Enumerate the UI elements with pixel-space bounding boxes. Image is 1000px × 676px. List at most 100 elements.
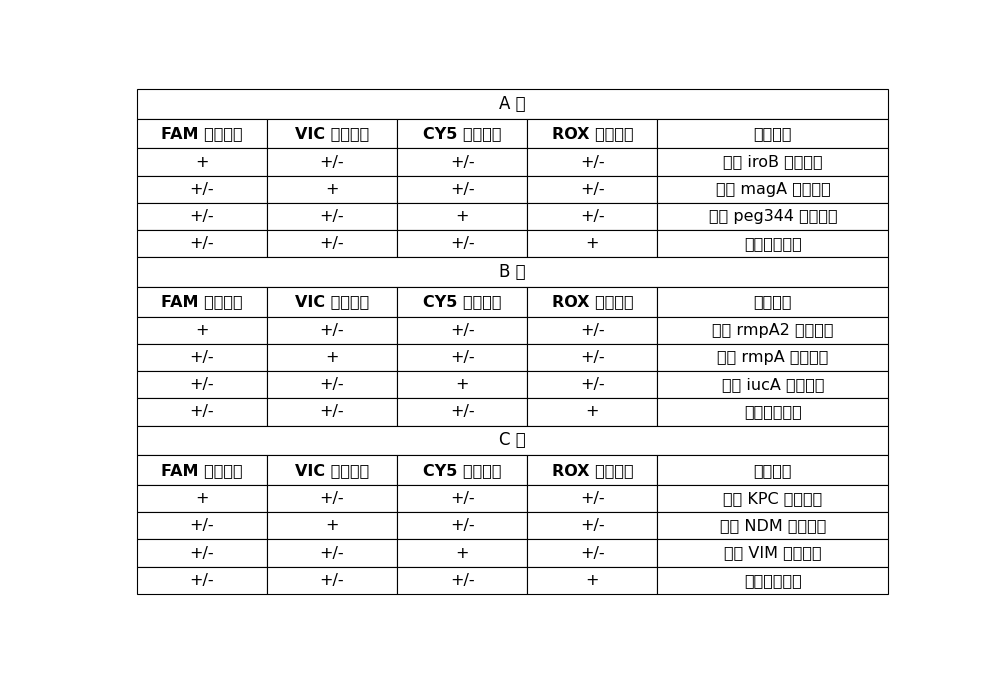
Bar <box>527 485 657 512</box>
Text: +/-: +/- <box>580 491 605 506</box>
Text: +: + <box>455 377 469 392</box>
Text: 结果判定: 结果判定 <box>754 462 792 478</box>
Bar <box>267 398 397 425</box>
Text: +/-: +/- <box>189 404 214 419</box>
Text: ROX 检测通道: ROX 检测通道 <box>552 126 633 141</box>
Bar <box>657 119 888 149</box>
Text: +/-: +/- <box>320 377 344 392</box>
Text: +/-: +/- <box>450 182 474 197</box>
Text: +: + <box>195 491 208 506</box>
Bar <box>527 344 657 371</box>
Bar <box>137 512 267 539</box>
Bar <box>657 485 888 512</box>
Text: VIC 检测通道: VIC 检测通道 <box>295 294 369 310</box>
Bar <box>657 371 888 398</box>
Bar <box>527 287 657 317</box>
Text: 结果判定: 结果判定 <box>754 126 792 141</box>
Text: +: + <box>586 573 599 587</box>
Bar <box>137 539 267 566</box>
Bar <box>397 566 527 594</box>
Text: 携带 rmpA2 毒力因子: 携带 rmpA2 毒力因子 <box>712 323 834 338</box>
Text: +/-: +/- <box>450 404 474 419</box>
Bar <box>397 287 527 317</box>
Text: C 管: C 管 <box>499 431 526 450</box>
Bar <box>657 230 888 258</box>
Bar <box>657 176 888 203</box>
Text: ROX 检测通道: ROX 检测通道 <box>552 294 633 310</box>
Text: +/-: +/- <box>450 236 474 251</box>
Text: FAM 检测通道: FAM 检测通道 <box>161 126 243 141</box>
Text: +/-: +/- <box>450 518 474 533</box>
Bar <box>397 512 527 539</box>
Text: +: + <box>325 182 339 197</box>
Text: +/-: +/- <box>580 518 605 533</box>
Text: +: + <box>455 546 469 560</box>
Bar <box>397 176 527 203</box>
Text: FAM 检测通道: FAM 检测通道 <box>161 462 243 478</box>
Text: CY5 检测通道: CY5 检测通道 <box>423 462 501 478</box>
Text: +/-: +/- <box>580 546 605 560</box>
Text: +/-: +/- <box>320 404 344 419</box>
Text: 携带 magA 毒力因子: 携带 magA 毒力因子 <box>716 182 830 197</box>
Bar <box>527 176 657 203</box>
Text: 携带 VIM 耐药基因: 携带 VIM 耐药基因 <box>724 546 822 560</box>
Bar <box>397 119 527 149</box>
Bar <box>267 566 397 594</box>
Bar <box>657 203 888 230</box>
Text: FAM 检测通道: FAM 检测通道 <box>161 294 243 310</box>
Text: +: + <box>325 350 339 365</box>
Bar <box>657 539 888 566</box>
Bar <box>657 456 888 485</box>
Bar <box>527 230 657 258</box>
Text: +/-: +/- <box>580 323 605 338</box>
Text: +/-: +/- <box>320 546 344 560</box>
Text: B 管: B 管 <box>499 263 526 281</box>
Text: +/-: +/- <box>189 236 214 251</box>
Bar <box>137 456 267 485</box>
Bar <box>137 149 267 176</box>
Bar <box>397 539 527 566</box>
Bar <box>657 512 888 539</box>
Bar <box>267 203 397 230</box>
Bar <box>527 149 657 176</box>
Text: +/-: +/- <box>320 573 344 587</box>
Bar <box>397 371 527 398</box>
Bar <box>137 119 267 149</box>
Text: +: + <box>325 518 339 533</box>
Text: +/-: +/- <box>320 209 344 224</box>
Text: 携带 KPC 耐药基因: 携带 KPC 耐药基因 <box>723 491 823 506</box>
Bar <box>137 425 888 456</box>
Bar <box>527 398 657 425</box>
Bar <box>527 371 657 398</box>
Bar <box>527 203 657 230</box>
Bar <box>527 512 657 539</box>
Bar <box>397 344 527 371</box>
Text: 肺炎克雷伯菌: 肺炎克雷伯菌 <box>744 573 802 587</box>
Text: CY5 检测通道: CY5 检测通道 <box>423 126 501 141</box>
Bar <box>397 149 527 176</box>
Bar <box>527 456 657 485</box>
Bar <box>137 230 267 258</box>
Text: 携带 rmpA 毒力因子: 携带 rmpA 毒力因子 <box>717 350 829 365</box>
Text: 结果判定: 结果判定 <box>754 294 792 310</box>
Bar <box>137 566 267 594</box>
Text: +/-: +/- <box>189 350 214 365</box>
Text: +/-: +/- <box>320 323 344 338</box>
Text: VIC 检测通道: VIC 检测通道 <box>295 462 369 478</box>
Bar <box>267 371 397 398</box>
Text: +/-: +/- <box>189 518 214 533</box>
Bar <box>267 149 397 176</box>
Bar <box>397 203 527 230</box>
Text: +/-: +/- <box>189 377 214 392</box>
Bar <box>657 287 888 317</box>
Text: +: + <box>586 236 599 251</box>
Bar <box>397 456 527 485</box>
Text: +/-: +/- <box>450 573 474 587</box>
Text: +: + <box>195 323 208 338</box>
Text: VIC 检测通道: VIC 检测通道 <box>295 126 369 141</box>
Text: +/-: +/- <box>450 350 474 365</box>
Text: 携带 iucA 毒力因子: 携带 iucA 毒力因子 <box>722 377 824 392</box>
Bar <box>267 230 397 258</box>
Text: +/-: +/- <box>320 491 344 506</box>
Bar <box>397 317 527 344</box>
